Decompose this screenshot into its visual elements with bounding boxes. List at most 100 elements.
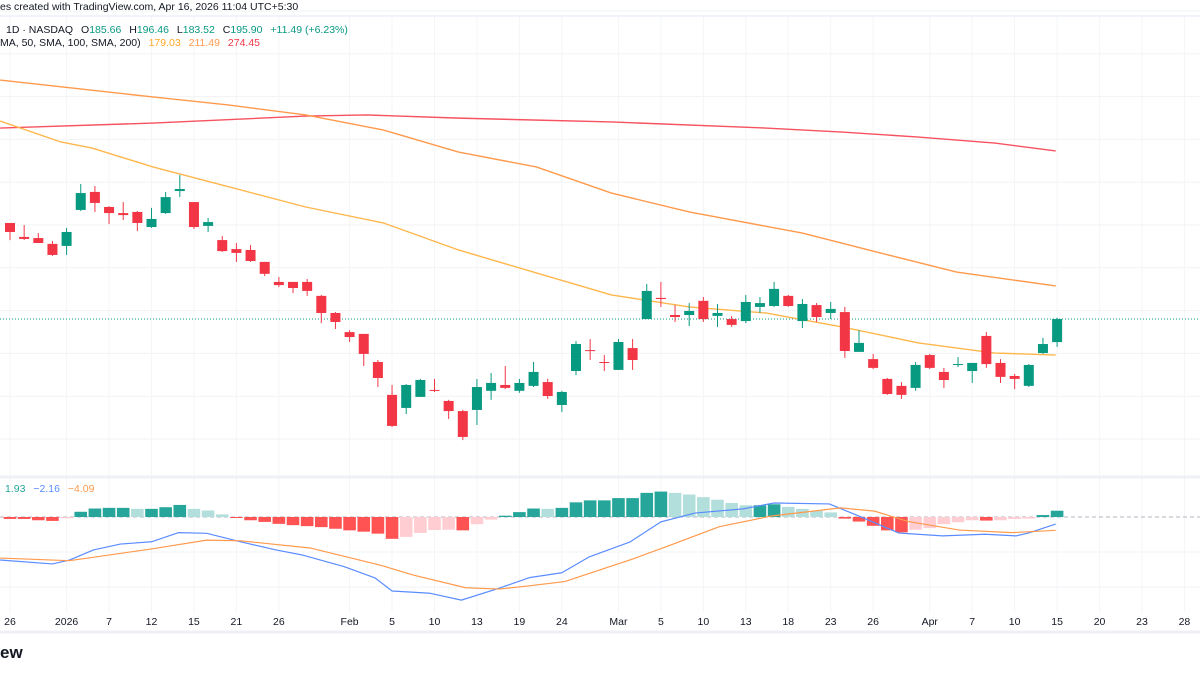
candle-body (585, 350, 596, 352)
high-value: H196.46 (129, 24, 169, 36)
candle-body (1023, 364, 1034, 386)
candle (655, 281, 666, 307)
candle-body (797, 303, 808, 322)
macd-histogram-bar (598, 500, 611, 517)
macd-histogram-bar (937, 517, 951, 525)
time-axis-label: 24 (556, 616, 568, 628)
candle (967, 362, 978, 383)
macd-histogram-bar (923, 517, 937, 529)
candle-body (712, 312, 723, 316)
macd-histogram-bar (767, 504, 781, 517)
low-label: L (176, 24, 183, 36)
macd-histogram-bar (527, 508, 540, 517)
macd-histogram-bar (159, 507, 172, 517)
ma-label: MA, 50, SMA, 100, SMA, 200) (0, 37, 141, 49)
time-axis-label: 23 (1136, 616, 1148, 628)
time-axis[interactable]: 26 2026 7 12 15 21 26 Feb 5 10 13 19 24 Mar 5 10 13 18 23 2… (4, 616, 1190, 628)
time-axis-label: 13 (740, 616, 752, 628)
candle (174, 175, 185, 198)
candle (571, 341, 581, 376)
candle (740, 294, 751, 324)
candle (89, 186, 100, 212)
candle (882, 378, 893, 395)
candle-body (203, 222, 214, 226)
open-number: 185.66 (89, 24, 122, 36)
macd-hist-value: 1.93 (5, 483, 26, 495)
macd-histogram-bar (74, 511, 88, 517)
candle (938, 367, 949, 388)
candle (188, 202, 199, 230)
candle (288, 281, 298, 293)
time-axis-label: 26 (273, 616, 285, 628)
candle (627, 339, 638, 370)
macd-histogram-bar (215, 514, 229, 517)
time-axis-label: Mar (609, 616, 628, 628)
candle-body (514, 382, 525, 391)
candle (670, 305, 681, 322)
macd-histogram-bar (513, 512, 526, 517)
open-label: O (81, 24, 90, 36)
sma100-value: 211.49 (188, 37, 220, 49)
macd-histogram-bar (682, 494, 696, 517)
candle (302, 279, 313, 296)
candle (1037, 337, 1048, 354)
macd-histogram-bar (555, 507, 569, 517)
candle (19, 225, 30, 241)
candle-body (910, 364, 921, 388)
candle (415, 378, 426, 397)
macd-histogram-bar (951, 517, 965, 523)
macd-histogram-bar (357, 517, 371, 532)
macd-histogram-bar (116, 507, 130, 517)
time-axis-label: 26 (867, 616, 879, 628)
macd-histogram (3, 491, 1064, 539)
candle (542, 378, 553, 399)
time-axis-label: 20 (1094, 616, 1106, 628)
macd-histogram-bar (711, 499, 724, 517)
candle (1052, 317, 1063, 347)
candle-body (118, 213, 129, 216)
time-axis-label: 7 (106, 616, 112, 628)
candle-body (188, 202, 199, 228)
candle-body (5, 222, 15, 232)
candle (641, 283, 652, 320)
sma50-line (0, 120, 1056, 356)
time-axis-label: 19 (514, 616, 526, 628)
candle (500, 366, 511, 390)
candle (839, 306, 850, 358)
candle (486, 373, 497, 400)
candle-body (528, 371, 539, 386)
symbol-info: 1D · NASDAQ (6, 24, 74, 36)
macd-histogram-bar (329, 517, 342, 529)
candle-body (613, 342, 624, 370)
macd-histogram-bar (569, 502, 583, 517)
candle (47, 240, 58, 257)
macd-histogram-bar (626, 498, 639, 517)
macd-histogram-bar (385, 517, 399, 539)
candle (712, 303, 723, 327)
macd-histogram-bar (173, 504, 187, 517)
candle (981, 332, 992, 368)
macd-histogram-bar (244, 517, 257, 521)
candle (1023, 364, 1034, 387)
candle (924, 353, 935, 369)
candle (316, 294, 327, 324)
candle-body (783, 295, 794, 306)
candle-body (740, 301, 751, 322)
candle (953, 357, 964, 367)
candle (769, 281, 780, 307)
macd-histogram-bar (1050, 510, 1064, 517)
candle-body (273, 281, 284, 286)
candle-body (457, 411, 468, 437)
macd-histogram-bar (866, 517, 880, 526)
candle (910, 362, 921, 391)
macd-histogram-bar (852, 517, 866, 522)
time-axis-label: 2026 (55, 616, 79, 628)
macd-histogram-bar (145, 508, 158, 517)
macd-signal-value: −4.09 (67, 483, 95, 495)
macd-signal-line (0, 507, 1056, 590)
sma50-value: 179.03 (148, 37, 181, 49)
candle-body (995, 362, 1006, 377)
macd-histogram-bar (810, 510, 823, 517)
time-axis-label: 12 (146, 616, 158, 628)
